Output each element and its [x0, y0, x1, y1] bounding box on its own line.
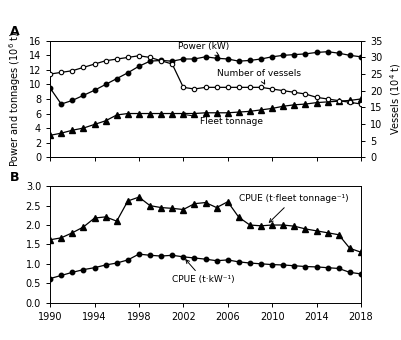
Text: CPUE (t·kW⁻¹): CPUE (t·kW⁻¹) — [172, 260, 235, 285]
Y-axis label: Power and tonnages (10$^6$ t): Power and tonnages (10$^6$ t) — [7, 31, 23, 167]
Text: Fleet tonnage: Fleet tonnage — [182, 113, 263, 126]
Text: Power (kW): Power (kW) — [178, 42, 229, 55]
Text: Number of vessels: Number of vessels — [217, 69, 301, 84]
Text: B: B — [10, 171, 19, 184]
Text: CPUE (t·fleet tonnage⁻¹): CPUE (t·fleet tonnage⁻¹) — [239, 194, 348, 222]
Y-axis label: Vessels (10$^4$ t): Vessels (10$^4$ t) — [388, 63, 401, 135]
Text: A: A — [10, 26, 19, 38]
